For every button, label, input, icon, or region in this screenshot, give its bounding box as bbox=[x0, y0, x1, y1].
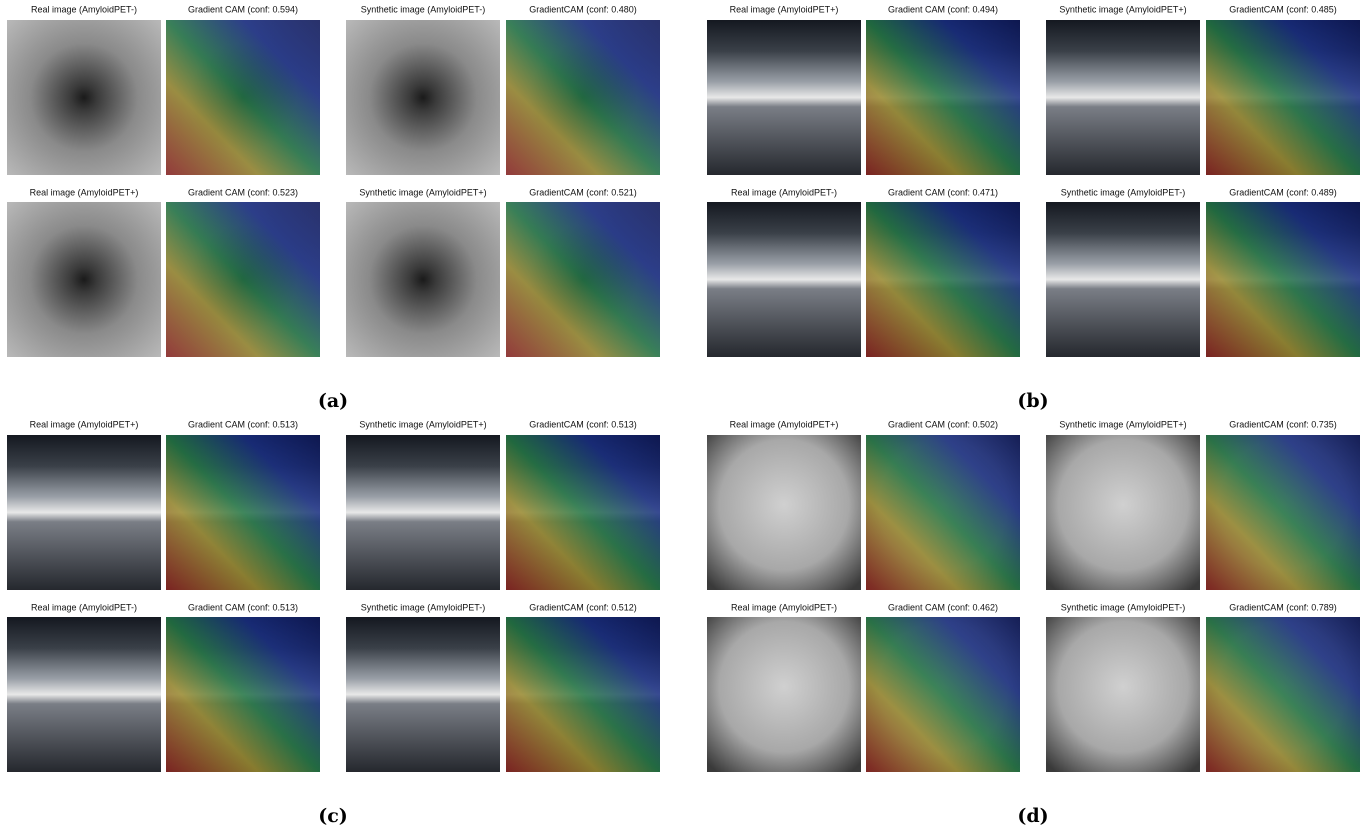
image bbox=[7, 435, 161, 590]
image-caption: Real image (AmyloidPET+) bbox=[730, 419, 839, 429]
cam-heatmap bbox=[866, 435, 1020, 590]
image-caption: Real image (AmyloidPET+) bbox=[30, 187, 139, 197]
cam-heatmap bbox=[866, 202, 1020, 357]
cam-heatmap bbox=[1206, 20, 1360, 175]
image-caption: Real image (AmyloidPET+) bbox=[30, 419, 139, 429]
image-caption: Gradient CAM (conf: 0.513) bbox=[188, 419, 298, 429]
image bbox=[707, 617, 861, 772]
image-caption: Gradient CAM (conf: 0.594) bbox=[188, 4, 298, 14]
image-caption: Real image (AmyloidPET-) bbox=[731, 187, 837, 197]
image-caption: Gradient CAM (conf: 0.462) bbox=[888, 602, 998, 612]
image-caption: Synthetic image (AmyloidPET+) bbox=[1059, 4, 1186, 14]
cam-heatmap bbox=[506, 202, 660, 357]
image-caption: Gradient CAM (conf: 0.513) bbox=[188, 602, 298, 612]
cam-heatmap bbox=[506, 617, 660, 772]
image-caption: GradientCAM (conf: 0.513) bbox=[529, 419, 637, 429]
image bbox=[346, 435, 500, 590]
image bbox=[707, 202, 861, 357]
image bbox=[7, 20, 161, 175]
image-caption: Real image (AmyloidPET-) bbox=[31, 602, 137, 612]
image-caption: GradientCAM (conf: 0.489) bbox=[1229, 187, 1337, 197]
image bbox=[346, 617, 500, 772]
image-caption: Synthetic image (AmyloidPET+) bbox=[1059, 419, 1186, 429]
panel-label: (d) bbox=[1017, 805, 1048, 827]
image bbox=[346, 202, 500, 357]
cam-heatmap bbox=[506, 435, 660, 590]
image bbox=[707, 435, 861, 590]
panel-label: (c) bbox=[318, 805, 348, 827]
image-caption: GradientCAM (conf: 0.735) bbox=[1229, 419, 1337, 429]
image bbox=[1046, 617, 1200, 772]
image bbox=[1046, 202, 1200, 357]
image-caption: Gradient CAM (conf: 0.502) bbox=[888, 419, 998, 429]
image-caption: Gradient CAM (conf: 0.523) bbox=[188, 187, 298, 197]
figure: Real image (AmyloidPET-) Gradient CAM (co… bbox=[0, 0, 1367, 831]
image-caption: Gradient CAM (conf: 0.471) bbox=[888, 187, 998, 197]
image-caption: Gradient CAM (conf: 0.494) bbox=[888, 4, 998, 14]
cam-heatmap bbox=[1206, 617, 1360, 772]
image-caption: GradientCAM (conf: 0.512) bbox=[529, 602, 637, 612]
cam-heatmap bbox=[166, 202, 320, 357]
image-caption: Synthetic image (AmyloidPET+) bbox=[359, 187, 486, 197]
image bbox=[346, 20, 500, 175]
cam-heatmap bbox=[866, 20, 1020, 175]
image-caption: Real image (AmyloidPET-) bbox=[31, 4, 137, 14]
image-caption: Synthetic image (AmyloidPET-) bbox=[361, 4, 486, 14]
image bbox=[7, 617, 161, 772]
cam-heatmap bbox=[166, 435, 320, 590]
image bbox=[1046, 435, 1200, 590]
image-caption: GradientCAM (conf: 0.521) bbox=[529, 187, 637, 197]
image-caption: Synthetic image (AmyloidPET-) bbox=[1061, 602, 1186, 612]
image-caption: Real image (AmyloidPET-) bbox=[731, 602, 837, 612]
cam-heatmap bbox=[506, 20, 660, 175]
image-caption: Synthetic image (AmyloidPET-) bbox=[1061, 187, 1186, 197]
image bbox=[1046, 20, 1200, 175]
image-caption: Synthetic image (AmyloidPET+) bbox=[359, 419, 486, 429]
image-caption: GradientCAM (conf: 0.480) bbox=[529, 4, 637, 14]
image-caption: GradientCAM (conf: 0.789) bbox=[1229, 602, 1337, 612]
panel-label: (b) bbox=[1017, 390, 1048, 412]
panel-label: (a) bbox=[318, 390, 348, 412]
image-caption: GradientCAM (conf: 0.485) bbox=[1229, 4, 1337, 14]
cam-heatmap bbox=[166, 20, 320, 175]
cam-heatmap bbox=[166, 617, 320, 772]
image bbox=[7, 202, 161, 357]
cam-heatmap bbox=[1206, 202, 1360, 357]
cam-heatmap bbox=[866, 617, 1020, 772]
image-caption: Real image (AmyloidPET+) bbox=[730, 4, 839, 14]
image bbox=[707, 20, 861, 175]
cam-heatmap bbox=[1206, 435, 1360, 590]
image-caption: Synthetic image (AmyloidPET-) bbox=[361, 602, 486, 612]
